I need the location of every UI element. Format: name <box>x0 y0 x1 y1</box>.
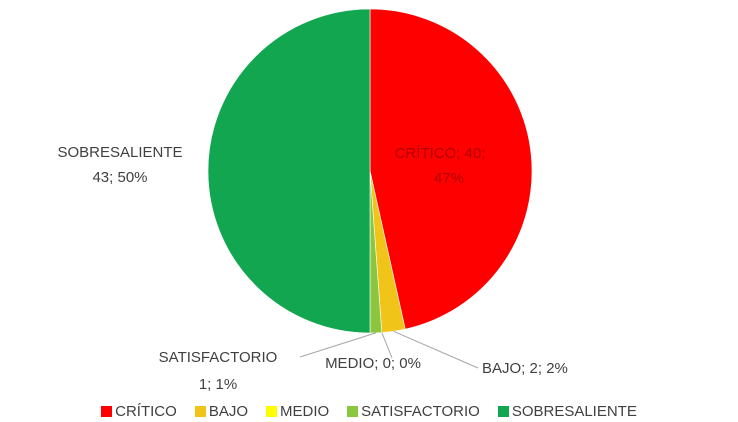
pie-slice-critico <box>369 8 533 330</box>
pie-chart: CRÍTICO; 40; 47% BAJO; 2; 2% MEDIO; 0; 0… <box>57 8 568 393</box>
leader-line-medio <box>381 332 393 359</box>
legend-item-medio: MEDIO <box>266 403 329 420</box>
data-label-medio: MEDIO; 0; 0% <box>325 355 421 372</box>
leader-line-satisfactorio <box>299 332 377 358</box>
legend: CRÍTICO BAJO MEDIO SATISFACTORIO SOBRESA… <box>0 400 738 422</box>
leader-lines <box>299 330 479 369</box>
legend-item-bajo: BAJO <box>194 402 248 420</box>
legend-swatch-medio <box>266 405 277 417</box>
legend-swatch-sobresaliente <box>497 405 509 417</box>
data-label-critico-line1: CRÍTICO; 40; <box>395 145 486 162</box>
data-label-bajo: BAJO; 2; 2% <box>482 360 568 377</box>
legend-label-satisfactorio: SATISFACTORIO <box>361 402 480 420</box>
data-label-satisfactorio-line2: 1; 1% <box>199 376 237 393</box>
data-label-satisfactorio-line1: SATISFACTORIO <box>159 349 278 366</box>
legend-label-sobresaliente: SOBRESALIENTE <box>511 402 637 420</box>
legend-swatch-bajo <box>194 405 206 417</box>
data-label-sobresaliente-line2: 43; 50% <box>92 169 147 186</box>
legend-swatch-satisfactorio <box>347 405 359 417</box>
leader-line-bajo <box>393 330 479 369</box>
legend-swatch-critico <box>101 405 113 417</box>
legend-label-bajo: BAJO <box>208 402 248 420</box>
pie-slices <box>207 8 533 334</box>
data-label-critico-line2: 47% <box>434 170 464 187</box>
legend-item-satisfactorio: SATISFACTORIO <box>347 403 480 420</box>
legend-label-medio: MEDIO <box>280 402 330 420</box>
legend-item-sobresaliente: SOBRESALIENTE <box>497 402 637 420</box>
legend-item-critico: CRÍTICO <box>101 403 177 420</box>
pie-slice-sobresaliente <box>207 8 371 334</box>
data-label-sobresaliente-line1: SOBRESALIENTE <box>57 144 182 161</box>
legend-label-critico: CRÍTICO <box>115 402 177 420</box>
